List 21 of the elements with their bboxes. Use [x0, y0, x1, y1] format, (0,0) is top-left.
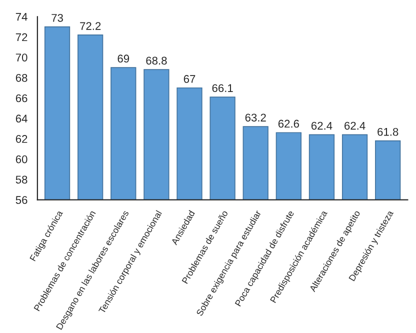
data-label: 62.4 [344, 122, 366, 130]
data-label: 73 [52, 14, 63, 22]
y-tick-label: 68 [16, 74, 28, 82]
y-tick-label: 60 [16, 155, 28, 164]
y-tick-label: 58 [16, 176, 28, 184]
data-label: 67 [184, 75, 196, 83]
data-label: 61.8 [378, 128, 398, 136]
data-label: 69 [118, 54, 130, 63]
y-tick-label: 56 [16, 196, 28, 204]
y-tick-label: 72 [16, 33, 28, 42]
data-label: 66.1 [212, 84, 233, 92]
data-label: 62.4 [311, 122, 332, 130]
data-label: 63.2 [245, 114, 266, 122]
data-label: 72.2 [80, 22, 101, 30]
data-label: 62.6 [278, 120, 299, 128]
y-tick-label: 64 [16, 114, 28, 123]
y-tick-label: 74 [16, 13, 28, 21]
y-tick-label: 62 [16, 135, 28, 143]
y-tick-label: 70 [16, 54, 28, 62]
data-label: 68.8 [146, 56, 167, 65]
y-tick-label: 66 [16, 94, 28, 102]
